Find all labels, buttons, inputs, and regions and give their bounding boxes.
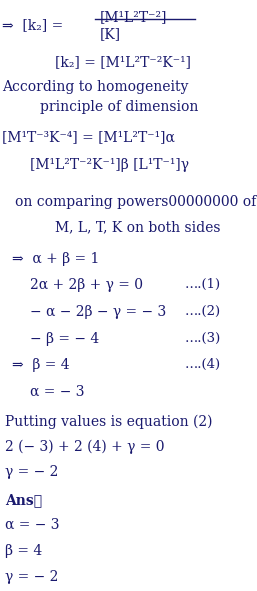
Text: ⇒  [k₂] =: ⇒ [k₂] = <box>2 18 68 32</box>
Text: ….(4): ….(4) <box>185 358 221 371</box>
Text: Putting values is equation (2): Putting values is equation (2) <box>5 415 213 430</box>
Text: Ans∴: Ans∴ <box>5 493 42 507</box>
Text: ….(2): ….(2) <box>185 305 221 318</box>
Text: 2α + 2β + γ = 0: 2α + 2β + γ = 0 <box>30 278 143 292</box>
Text: M, L, T, K on both sides: M, L, T, K on both sides <box>55 220 221 234</box>
Text: ….(1): ….(1) <box>185 278 221 291</box>
Text: [K]: [K] <box>100 27 121 41</box>
Text: 2 (− 3) + 2 (4) + γ = 0: 2 (− 3) + 2 (4) + γ = 0 <box>5 440 164 454</box>
Text: [M¹L²T⁻²]: [M¹L²T⁻²] <box>100 10 168 24</box>
Text: α = − 3: α = − 3 <box>30 385 85 399</box>
Text: − α − 2β − γ = − 3: − α − 2β − γ = − 3 <box>30 305 166 319</box>
Text: ⇒  α + β = 1: ⇒ α + β = 1 <box>12 252 99 266</box>
Text: β = 4: β = 4 <box>5 544 42 558</box>
Text: α = − 3: α = − 3 <box>5 518 60 532</box>
Text: on comparing powers00000000 of: on comparing powers00000000 of <box>15 195 256 209</box>
Text: ⇒  β = 4: ⇒ β = 4 <box>12 358 70 372</box>
Text: γ = − 2: γ = − 2 <box>5 465 58 479</box>
Text: According to homogeneity: According to homogeneity <box>2 80 188 94</box>
Text: [M¹L²T⁻²K⁻¹]β [L¹T⁻¹]γ: [M¹L²T⁻²K⁻¹]β [L¹T⁻¹]γ <box>30 158 189 172</box>
Text: [k₂] = [M¹L²T⁻²K⁻¹]: [k₂] = [M¹L²T⁻²K⁻¹] <box>55 55 191 69</box>
Text: γ = − 2: γ = − 2 <box>5 570 58 584</box>
Text: principle of dimension: principle of dimension <box>40 100 198 114</box>
Text: [M¹T⁻³K⁻⁴] = [M¹L²T⁻¹]α: [M¹T⁻³K⁻⁴] = [M¹L²T⁻¹]α <box>2 130 175 144</box>
Text: − β = − 4: − β = − 4 <box>30 332 99 346</box>
Text: ….(3): ….(3) <box>185 332 221 345</box>
